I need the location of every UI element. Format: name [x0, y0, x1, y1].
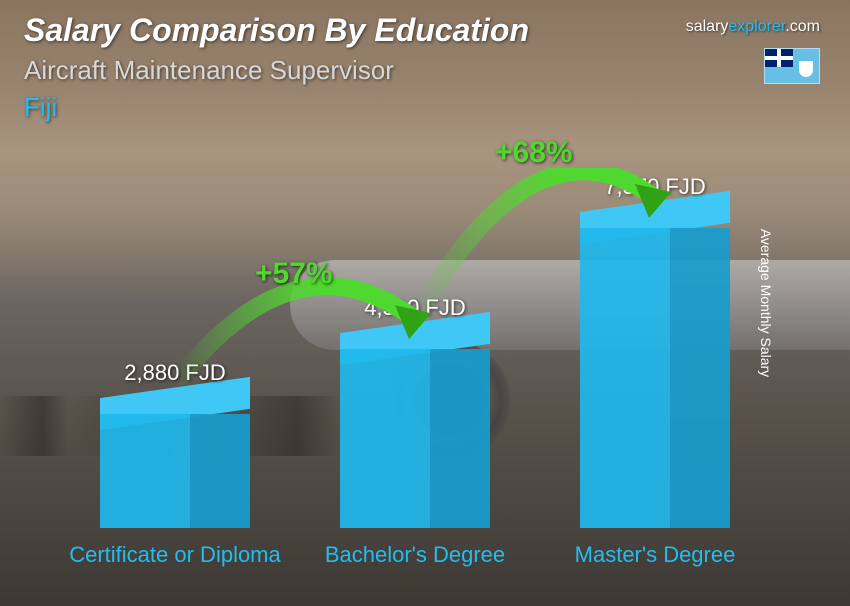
chart-plot-area: 2,880 FJDCertificate or Diploma4,510 FJD… — [60, 168, 770, 528]
chart-subtitle: Aircraft Maintenance Supervisor — [24, 55, 529, 86]
fiji-flag-icon — [764, 48, 820, 84]
bar — [580, 228, 730, 528]
percent-increase-label: +57% — [255, 257, 333, 291]
attribution-text: salaryexplorer.com — [686, 18, 820, 36]
bar-value-label: 2,880 FJD — [75, 360, 275, 386]
bar-value-label: 4,510 FJD — [315, 295, 515, 321]
bar — [340, 349, 490, 528]
bar — [100, 414, 250, 528]
chart-header: Salary Comparison By Education Aircraft … — [24, 12, 529, 123]
percent-increase-label: +68% — [495, 136, 573, 170]
chart-title: Salary Comparison By Education — [24, 12, 529, 49]
bar-category-label: Master's Degree — [545, 542, 765, 568]
salary-education-chart: Salary Comparison By Education Aircraft … — [0, 0, 850, 606]
bar-category-label: Certificate or Diploma — [65, 542, 285, 568]
bar-category-label: Bachelor's Degree — [305, 542, 525, 568]
bar-value-label: 7,570 FJD — [555, 174, 755, 200]
chart-country: Fiji — [24, 92, 529, 123]
